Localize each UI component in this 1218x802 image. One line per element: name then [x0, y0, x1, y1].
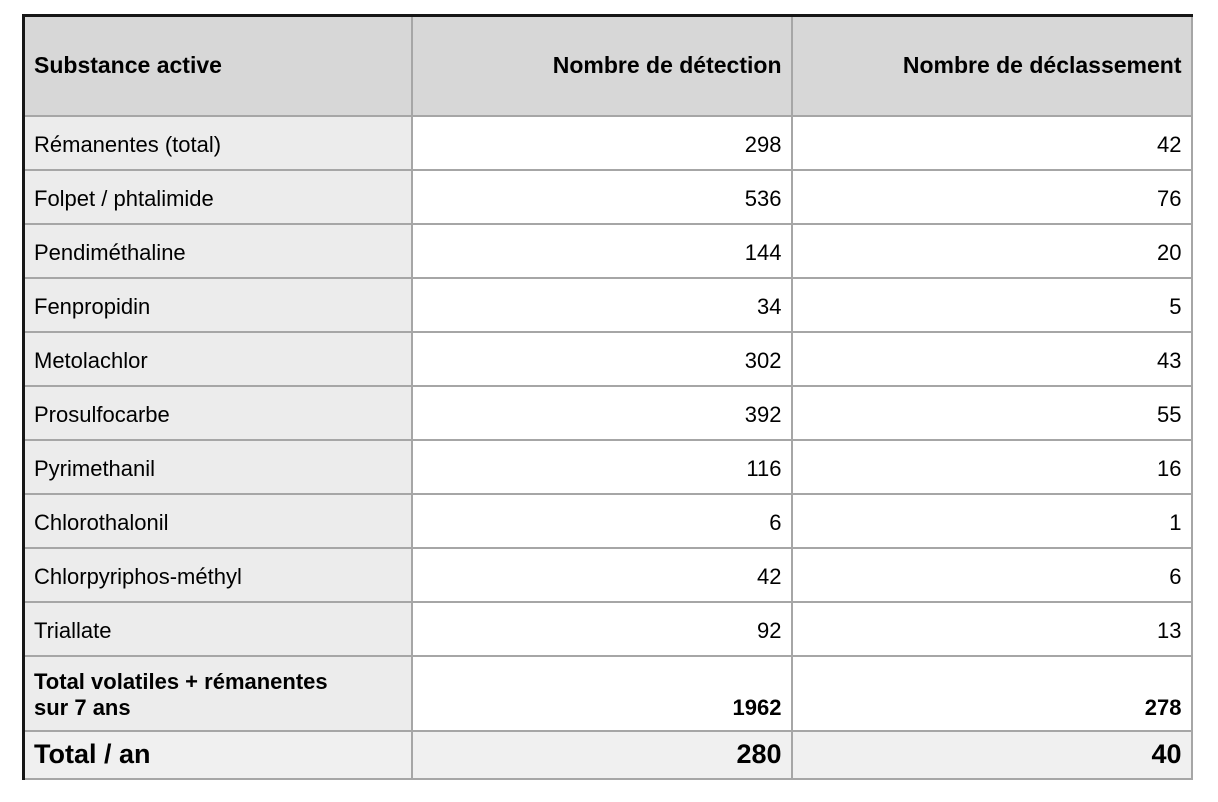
- substance-cell: Rémanentes (total): [22, 114, 413, 171]
- substance-cell: Triallate: [22, 600, 413, 657]
- declassements-cell: 16: [790, 438, 1193, 495]
- table-body: Rémanentes (total) 298 42 Folpet / phtal…: [22, 114, 1193, 780]
- detections-cell: 116: [410, 438, 793, 495]
- table-row: Metolachlor 302 43: [22, 330, 1193, 387]
- declassements-cell: 278: [790, 654, 1193, 732]
- table-row: Total volatiles + rémanentes sur 7 ans 1…: [22, 654, 1193, 732]
- declassements-cell: 43: [790, 330, 1193, 387]
- detections-cell: 144: [410, 222, 793, 279]
- substance-cell: Total volatiles + rémanentes sur 7 ans: [22, 654, 413, 732]
- substances-table: Substance active Nombre de détection Nom…: [22, 14, 1193, 780]
- detections-cell: 536: [410, 168, 793, 225]
- table-row: Pyrimethanil 116 16: [22, 438, 1193, 495]
- declassements-cell: 55: [790, 384, 1193, 441]
- detections-cell: 1962: [410, 654, 793, 732]
- substance-cell: Pendiméthaline: [22, 222, 413, 279]
- substance-cell: Prosulfocarbe: [22, 384, 413, 441]
- column-header-nombre-detection: Nombre de détection: [410, 14, 793, 117]
- detections-cell: 302: [410, 330, 793, 387]
- substance-cell: Folpet / phtalimide: [22, 168, 413, 225]
- table-row: Total / an 280 40: [22, 729, 1193, 780]
- declassements-cell: 40: [790, 729, 1193, 780]
- table-row: Folpet / phtalimide 536 76: [22, 168, 1193, 225]
- header-row: Substance active Nombre de détection Nom…: [22, 14, 1193, 117]
- detections-cell: 34: [410, 276, 793, 333]
- detections-cell: 392: [410, 384, 793, 441]
- substance-cell: Pyrimethanil: [22, 438, 413, 495]
- substance-cell: Chlorothalonil: [22, 492, 413, 549]
- column-header-substance-active: Substance active: [22, 14, 413, 117]
- declassements-cell: 20: [790, 222, 1193, 279]
- declassements-cell: 5: [790, 276, 1193, 333]
- substance-cell: Chlorpyriphos-méthyl: [22, 546, 413, 603]
- detections-cell: 92: [410, 600, 793, 657]
- substances-table-container: Substance active Nombre de détection Nom…: [22, 14, 1193, 780]
- detections-cell: 298: [410, 114, 793, 171]
- declassements-cell: 6: [790, 546, 1193, 603]
- table-row: Chlorpyriphos-méthyl 42 6: [22, 546, 1193, 603]
- declassements-cell: 42: [790, 114, 1193, 171]
- detections-cell: 42: [410, 546, 793, 603]
- table-row: Triallate 92 13: [22, 600, 1193, 657]
- table-row: Pendiméthaline 144 20: [22, 222, 1193, 279]
- substance-cell: Metolachlor: [22, 330, 413, 387]
- table-row: Fenpropidin 34 5: [22, 276, 1193, 333]
- declassements-cell: 76: [790, 168, 1193, 225]
- column-header-nombre-declassement: Nombre de déclassement: [790, 14, 1193, 117]
- table-row: Chlorothalonil 6 1: [22, 492, 1193, 549]
- table-header: Substance active Nombre de détection Nom…: [22, 14, 1193, 117]
- table-row: Rémanentes (total) 298 42: [22, 114, 1193, 171]
- detections-cell: 280: [410, 729, 793, 780]
- substance-cell: Fenpropidin: [22, 276, 413, 333]
- table-row: Prosulfocarbe 392 55: [22, 384, 1193, 441]
- declassements-cell: 1: [790, 492, 1193, 549]
- detections-cell: 6: [410, 492, 793, 549]
- substance-cell: Total / an: [22, 729, 413, 780]
- declassements-cell: 13: [790, 600, 1193, 657]
